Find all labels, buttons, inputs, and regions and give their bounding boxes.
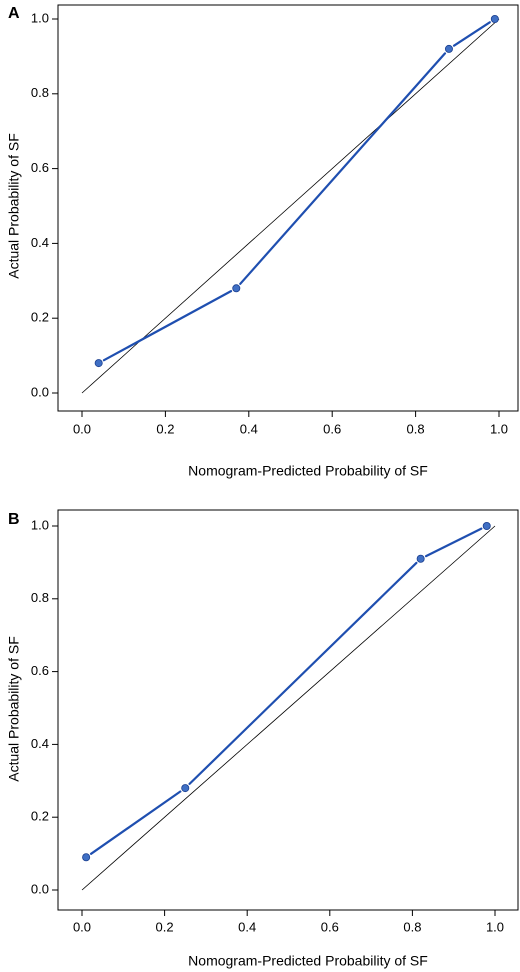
y-axis-title: Actual Probability of SF	[6, 636, 22, 782]
data-point	[416, 554, 425, 563]
data-point	[444, 44, 453, 53]
x-tick-label: 0.4	[238, 919, 256, 934]
y-tick-label: 0.8	[31, 85, 49, 100]
x-tick-label: 1.0	[490, 421, 508, 436]
x-axis-title: Nomogram-Predicted Probability of SF	[188, 463, 428, 479]
y-tick-label: 0.0	[31, 384, 49, 399]
y-tick-label: 0.4	[31, 736, 49, 751]
y-tick-label: 0.4	[31, 235, 49, 250]
y-tick-label: 0.6	[31, 663, 49, 678]
data-point	[482, 522, 491, 531]
y-axis-title: Actual Probability of SF	[6, 133, 22, 279]
series-line-segment	[188, 561, 418, 785]
x-tick-label: 0.2	[156, 421, 174, 436]
series-line-segment	[102, 290, 233, 362]
panel-label: A	[8, 5, 20, 22]
series-line-segment	[239, 52, 447, 285]
y-tick-label: 1.0	[31, 517, 49, 532]
plot-frame	[57, 509, 519, 911]
x-tick-label: 0.2	[156, 919, 174, 934]
reference-line	[81, 18, 500, 394]
y-tick-label: 0.0	[31, 881, 49, 896]
y-tick-label: 0.2	[31, 310, 49, 325]
panel-label: B	[8, 511, 20, 528]
series-line-segment	[452, 21, 491, 47]
plot-frame	[57, 4, 519, 412]
data-point	[82, 853, 91, 862]
y-tick-label: 0.8	[31, 590, 49, 605]
x-tick-label: 0.8	[403, 919, 421, 934]
series-line-segment	[89, 790, 182, 855]
x-tick-label: 0.0	[73, 919, 91, 934]
reference-line	[81, 525, 496, 891]
x-axis-title: Nomogram-Predicted Probability of SF	[188, 953, 428, 969]
series-line-segment	[424, 527, 483, 558]
x-tick-label: 0.8	[407, 421, 425, 436]
x-tick-label: 0.4	[240, 421, 258, 436]
x-tick-label: 0.0	[73, 421, 91, 436]
x-tick-label: 0.6	[321, 919, 339, 934]
y-tick-label: 1.0	[31, 10, 49, 25]
x-tick-label: 1.0	[486, 919, 504, 934]
y-tick-label: 0.2	[31, 809, 49, 824]
data-point	[94, 359, 103, 368]
y-tick-label: 0.6	[31, 160, 49, 175]
data-point	[490, 14, 499, 23]
data-point	[232, 284, 241, 293]
data-point	[181, 784, 190, 793]
x-tick-label: 0.6	[323, 421, 341, 436]
